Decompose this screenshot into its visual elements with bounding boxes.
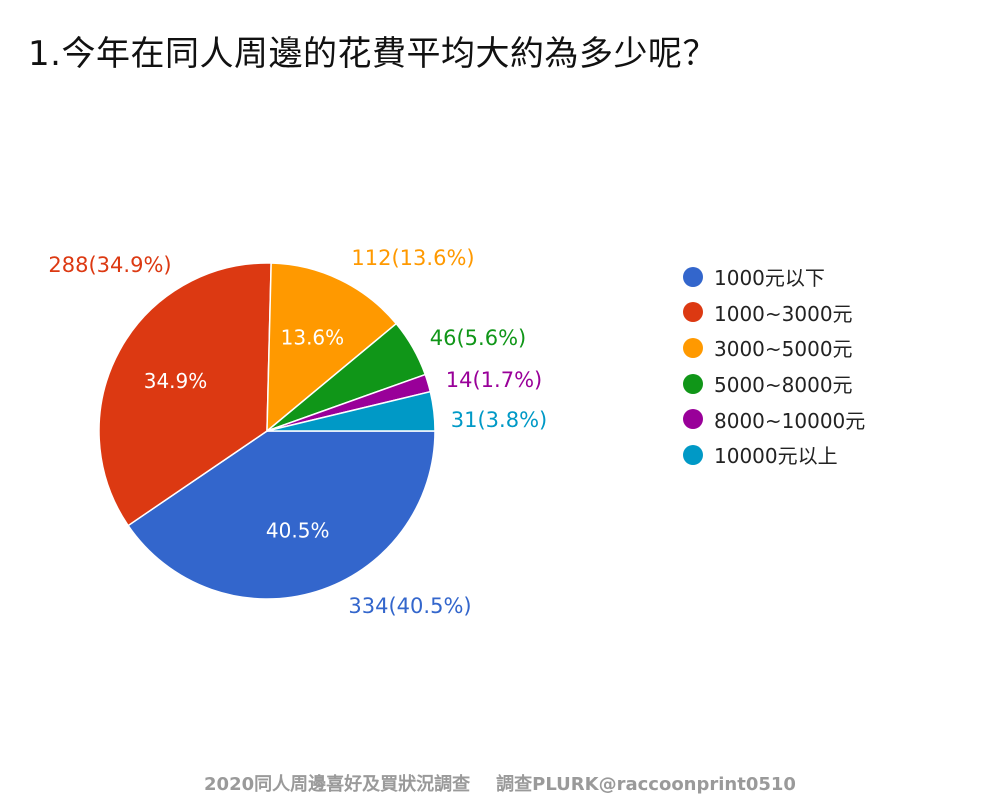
pie-slice[interactable]	[266, 390, 436, 432]
pie-slice[interactable]	[266, 262, 398, 433]
slice-outer-label: 46(5.6%)	[430, 326, 526, 350]
footer-survey-name: 2020同人周邊喜好及買狀況調查	[204, 774, 471, 795]
slice-outer-label: 112(13.6%)	[351, 246, 474, 270]
slice-outer-label: 288(34.9%)	[48, 253, 171, 277]
legend-label: 3000~5000元	[714, 337, 853, 362]
legend-item[interactable]: 5000~8000元	[683, 366, 983, 402]
slice-inner-label: 34.9%	[144, 369, 208, 393]
legend-swatch	[683, 409, 703, 430]
footer-credit-handle: 調查PLURK@raccoonprint0510	[496, 774, 796, 795]
legend-item[interactable]: 3000~5000元	[683, 330, 983, 366]
slice-inner-label: 13.6%	[281, 325, 345, 349]
legend-swatch	[683, 373, 703, 394]
slice-outer-label: 14(1.7%)	[446, 368, 542, 392]
legend-swatch	[683, 302, 703, 323]
legend-item[interactable]: 1000元以下	[683, 259, 983, 295]
legend-swatch	[683, 266, 703, 287]
slice-outer-label: 31(3.8%)	[451, 408, 547, 432]
slice-inner-label: 40.5%	[266, 519, 330, 543]
slice-outer-label: 334(40.5%)	[348, 594, 471, 618]
legend-label: 5000~8000元	[714, 373, 853, 398]
footer-credit: 2020同人周邊喜好及買狀況調查 調查PLURK@raccoonprint0510	[0, 770, 1000, 796]
legend-label: 10000元以上	[714, 444, 838, 469]
pie-slice[interactable]	[127, 430, 436, 600]
legend-label: 1000元以下	[714, 266, 825, 291]
legend-item[interactable]: 1000~3000元	[683, 295, 983, 331]
legend-swatch	[683, 444, 703, 465]
legend-item[interactable]: 10000元以上	[683, 437, 983, 473]
chart-legend: 1000元以下 1000~3000元 3000~5000元 5000~8000元 800…	[683, 259, 983, 473]
legend-label: 1000~3000元	[714, 301, 853, 326]
legend-swatch	[683, 337, 703, 358]
pie-slice[interactable]	[98, 262, 272, 527]
legend-label: 8000~10000元	[714, 408, 866, 433]
chart-title: 1.今年在同人周邊的花費平均大約為多少呢？	[28, 34, 717, 74]
legend-item[interactable]: 8000~10000元	[683, 401, 983, 437]
